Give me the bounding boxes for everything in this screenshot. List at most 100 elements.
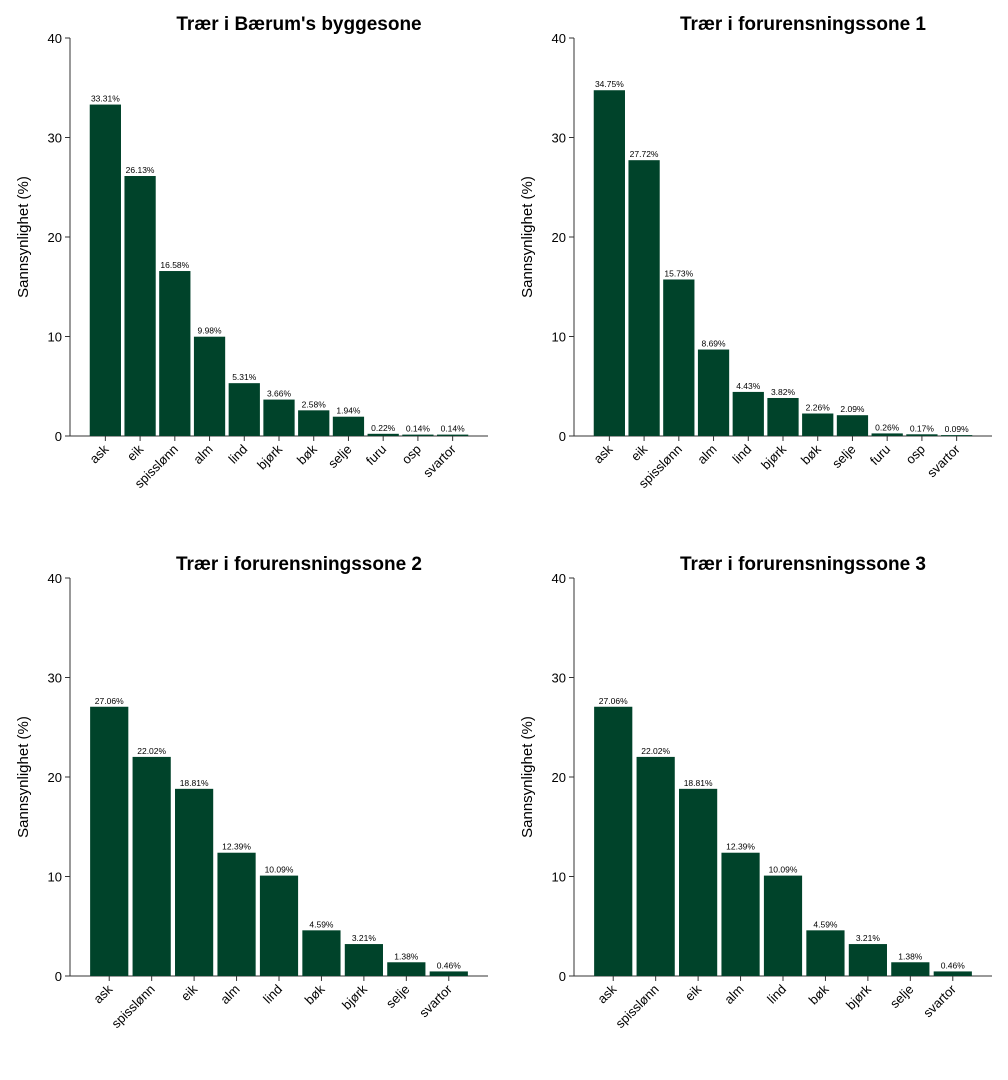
x-tick-label: bjørk — [339, 981, 370, 1012]
y-tick-label: 10 — [552, 330, 566, 345]
data-label: 0.14% — [406, 424, 431, 434]
data-label: 3.21% — [352, 933, 377, 943]
bar — [594, 90, 625, 436]
data-label: 27.06% — [95, 696, 124, 706]
x-tick-label: ask — [591, 441, 616, 466]
bar — [90, 707, 128, 976]
x-tick-label: lind — [260, 982, 285, 1007]
data-label: 1.38% — [394, 951, 419, 961]
x-tick-label: selje — [829, 442, 859, 472]
data-label: 27.06% — [599, 696, 628, 706]
y-axis-label: Sannsynlighet (%) — [519, 176, 536, 298]
y-tick-label: 30 — [48, 671, 62, 686]
data-label: 1.38% — [898, 951, 923, 961]
data-label: 0.46% — [941, 960, 966, 970]
bar — [934, 971, 972, 976]
x-tick-label: lind — [225, 442, 250, 467]
chart-title: Trær i forurensningssone 1 — [680, 14, 926, 35]
bar — [733, 392, 764, 436]
bar — [217, 853, 255, 976]
bar — [260, 876, 298, 976]
bar-chart-sone-2: Trær i forurensningssone 2 Sannsynlighet … — [0, 540, 504, 1080]
bar — [333, 417, 364, 436]
bar — [133, 757, 171, 976]
bar — [802, 414, 833, 436]
y-tick-label: 30 — [48, 131, 62, 146]
bar — [175, 789, 213, 976]
data-label: 22.02% — [137, 746, 166, 756]
y-tick-label: 30 — [552, 671, 566, 686]
x-tick-label: eik — [178, 981, 201, 1004]
x-tick-label: selje — [325, 442, 355, 472]
x-tick-label: bjørk — [758, 441, 789, 472]
y-axis-label: Sannsynlighet (%) — [519, 716, 536, 838]
bar — [679, 789, 717, 976]
data-label: 22.02% — [641, 746, 670, 756]
bar — [302, 930, 340, 976]
data-label: 16.58% — [160, 260, 189, 270]
x-tick-label: eik — [628, 441, 651, 464]
bar — [387, 962, 425, 976]
x-tick-label: bøk — [806, 981, 832, 1007]
data-label: 15.73% — [664, 268, 693, 278]
bar — [806, 930, 844, 976]
y-tick-label: 10 — [48, 870, 62, 885]
x-tick-label: bøk — [302, 981, 328, 1007]
bar — [159, 271, 190, 436]
data-label: 8.69% — [701, 339, 726, 349]
bar — [891, 962, 929, 976]
bar — [764, 876, 802, 976]
bar — [263, 400, 294, 436]
x-tick-label: spisslønn — [612, 982, 661, 1031]
bar — [124, 176, 155, 436]
data-label: 3.21% — [856, 933, 881, 943]
x-tick-label: spisslønn — [108, 982, 157, 1031]
bar — [721, 853, 759, 976]
data-label: 34.75% — [595, 79, 624, 89]
bar — [437, 435, 468, 436]
data-label: 4.59% — [309, 919, 334, 929]
x-tick-label: furu — [867, 442, 893, 468]
bar — [698, 350, 729, 436]
bar — [837, 415, 868, 436]
data-label: 0.26% — [875, 422, 900, 432]
data-label: 0.09% — [945, 424, 970, 434]
chart-panel-4: Trær i forurensningssone 3 Sannsynlighet … — [504, 540, 1008, 1080]
bar — [849, 944, 887, 976]
x-tick-label: selje — [887, 982, 917, 1012]
y-tick-label: 40 — [48, 31, 62, 46]
bar — [767, 398, 798, 436]
data-label: 0.46% — [437, 960, 462, 970]
y-tick-label: 20 — [48, 230, 62, 245]
data-label: 0.22% — [371, 423, 396, 433]
bar — [941, 435, 972, 436]
bar — [594, 707, 632, 976]
y-tick-label: 20 — [552, 770, 566, 785]
data-label: 18.81% — [684, 778, 713, 788]
x-tick-label: ask — [87, 441, 112, 466]
x-tick-label: bjørk — [254, 441, 285, 472]
bar — [368, 434, 399, 436]
bar — [298, 410, 329, 436]
chart-title: Trær i forurensningssone 3 — [680, 554, 926, 575]
y-tick-label: 0 — [559, 429, 566, 444]
data-label: 0.17% — [910, 423, 935, 433]
data-label: 26.13% — [126, 165, 155, 175]
data-label: 18.81% — [180, 778, 209, 788]
data-label: 4.59% — [813, 919, 838, 929]
data-label: 2.09% — [840, 404, 865, 414]
data-label: 2.26% — [806, 403, 831, 413]
bar — [194, 337, 225, 436]
chart-title: Trær i forurensningssone 2 — [176, 554, 422, 575]
bar — [637, 757, 675, 976]
chart-panel-2: Trær i forurensningssone 1 Sannsynlighet … — [504, 0, 1008, 540]
x-tick-label: selje — [383, 982, 413, 1012]
data-label: 12.39% — [726, 842, 755, 852]
bar — [663, 279, 694, 436]
chart-panel-1: Trær i Bærum's byggesone Sannsynlighet (%… — [0, 0, 504, 540]
x-tick-label: bøk — [294, 441, 320, 467]
x-tick-label: alm — [721, 982, 746, 1007]
x-tick-label: alm — [190, 442, 215, 467]
bar — [906, 434, 937, 436]
bar — [402, 435, 433, 436]
